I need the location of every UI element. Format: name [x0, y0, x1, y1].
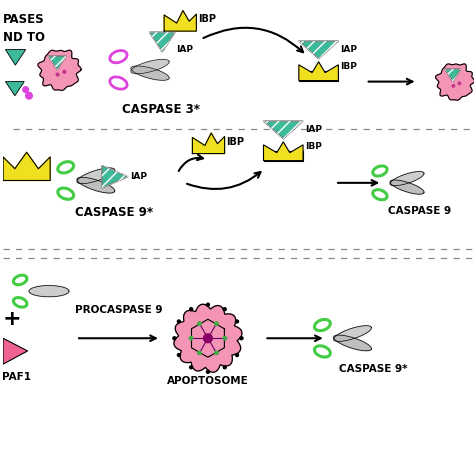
Polygon shape: [77, 177, 115, 193]
Text: +: +: [2, 310, 21, 329]
Circle shape: [215, 351, 218, 355]
Circle shape: [189, 337, 193, 340]
Circle shape: [458, 82, 461, 85]
Circle shape: [177, 320, 180, 323]
Circle shape: [452, 84, 455, 87]
Text: IAP: IAP: [305, 126, 322, 135]
Text: IAP: IAP: [130, 172, 147, 181]
Polygon shape: [264, 121, 303, 139]
Polygon shape: [131, 59, 169, 73]
Polygon shape: [264, 142, 303, 161]
Polygon shape: [102, 165, 128, 188]
Text: PAF1: PAF1: [2, 372, 31, 382]
Circle shape: [223, 366, 226, 369]
Circle shape: [236, 320, 238, 323]
Circle shape: [23, 87, 28, 92]
Polygon shape: [77, 168, 115, 183]
Circle shape: [223, 308, 226, 310]
Polygon shape: [299, 62, 338, 81]
Circle shape: [451, 76, 454, 80]
Circle shape: [198, 322, 201, 325]
Polygon shape: [29, 285, 69, 297]
Text: IBP: IBP: [227, 137, 245, 147]
Polygon shape: [3, 152, 50, 181]
Circle shape: [190, 308, 192, 310]
Text: IBP: IBP: [305, 142, 322, 151]
Polygon shape: [390, 172, 424, 186]
Polygon shape: [299, 41, 338, 59]
Circle shape: [240, 337, 243, 340]
Polygon shape: [131, 66, 169, 80]
Text: IAP: IAP: [176, 45, 193, 54]
Polygon shape: [3, 338, 27, 364]
Text: ND TO: ND TO: [3, 31, 45, 44]
Circle shape: [198, 351, 201, 355]
Text: CASPASE 9*: CASPASE 9*: [338, 364, 407, 374]
Polygon shape: [5, 82, 24, 96]
Circle shape: [177, 354, 180, 356]
Text: PROCASPASE 9: PROCASPASE 9: [75, 305, 162, 315]
Text: APOPTOSOME: APOPTOSOME: [167, 376, 249, 386]
Text: IBP: IBP: [198, 14, 216, 24]
Text: CASPASE 9*: CASPASE 9*: [75, 206, 153, 219]
Polygon shape: [334, 335, 372, 351]
Circle shape: [223, 337, 227, 340]
FancyBboxPatch shape: [264, 151, 303, 161]
Polygon shape: [436, 64, 474, 100]
Polygon shape: [334, 326, 372, 341]
Text: IBP: IBP: [340, 62, 357, 71]
Circle shape: [63, 70, 66, 73]
Circle shape: [236, 354, 238, 356]
Polygon shape: [5, 50, 26, 65]
Polygon shape: [38, 50, 81, 91]
Circle shape: [173, 337, 176, 340]
Polygon shape: [174, 304, 242, 372]
Polygon shape: [445, 69, 461, 82]
Text: PASES: PASES: [3, 13, 45, 27]
Circle shape: [203, 334, 212, 343]
Polygon shape: [149, 32, 175, 52]
Circle shape: [215, 322, 218, 325]
Circle shape: [55, 64, 58, 68]
Polygon shape: [164, 10, 196, 31]
Text: IAP: IAP: [340, 46, 357, 55]
Circle shape: [56, 73, 59, 76]
Circle shape: [26, 92, 32, 99]
Circle shape: [207, 370, 210, 374]
Circle shape: [207, 303, 210, 306]
Polygon shape: [192, 133, 225, 154]
FancyBboxPatch shape: [299, 71, 338, 81]
Text: CASPASE 3*: CASPASE 3*: [122, 103, 200, 116]
Text: CASPASE 9: CASPASE 9: [388, 206, 451, 217]
Polygon shape: [390, 180, 424, 194]
Polygon shape: [48, 56, 66, 70]
Circle shape: [190, 366, 192, 369]
